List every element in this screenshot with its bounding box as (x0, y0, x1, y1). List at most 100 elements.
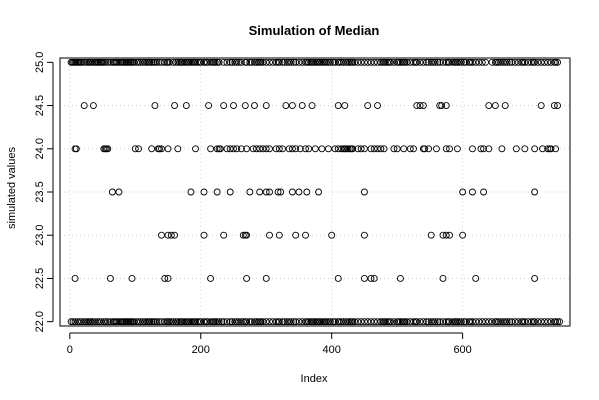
data-point (395, 58, 402, 66)
data-point (360, 188, 368, 196)
data-point (354, 318, 362, 326)
data-point (153, 318, 161, 326)
data-point (290, 58, 298, 66)
data-point (457, 58, 465, 66)
data-point (158, 58, 165, 66)
data-point (390, 145, 398, 153)
data-point (552, 318, 560, 326)
data-point (326, 318, 334, 326)
data-point (323, 58, 330, 66)
data-point (521, 58, 529, 66)
data-point (250, 102, 258, 109)
data-point (252, 145, 260, 153)
data-point (295, 58, 303, 66)
data-point (374, 318, 381, 326)
data-point (164, 231, 172, 239)
data-point (218, 318, 226, 326)
data-point (288, 188, 296, 196)
data-point (228, 58, 236, 66)
data-point (524, 58, 532, 66)
data-point (390, 58, 398, 66)
data-point (537, 102, 545, 109)
data-point (104, 145, 112, 153)
data-point (381, 58, 389, 66)
data-point (436, 102, 444, 109)
y-tick-label: 22.5 (34, 268, 46, 289)
data-point (139, 318, 147, 326)
data-point (148, 145, 156, 153)
data-point (248, 318, 256, 326)
data-point (506, 58, 514, 66)
data-point (220, 318, 228, 326)
data-point (511, 58, 519, 66)
data-point (211, 318, 219, 326)
data-point (527, 58, 535, 66)
data-point (292, 145, 300, 153)
data-point (292, 318, 300, 326)
data-point (380, 145, 388, 153)
data-point (89, 102, 97, 109)
data-point (552, 145, 560, 153)
data-point (521, 145, 529, 153)
data-point (499, 58, 507, 66)
data-point (436, 58, 444, 66)
data-point (531, 318, 539, 326)
data-point (131, 145, 139, 153)
data-point (226, 58, 234, 66)
data-point (207, 145, 215, 153)
data-point (315, 188, 323, 196)
data-point (442, 102, 450, 109)
y-tick-label: 22.0 (34, 311, 46, 332)
data-point (194, 58, 201, 66)
data-point (383, 58, 391, 66)
data-point (80, 58, 88, 66)
data-point (287, 318, 295, 326)
data-point (475, 58, 483, 66)
data-point (434, 318, 442, 326)
data-point (360, 318, 368, 326)
data-point (401, 318, 409, 326)
data-point (318, 318, 326, 326)
data-point (331, 145, 339, 153)
data-point (303, 318, 311, 326)
data-point (87, 58, 95, 66)
data-point (302, 231, 309, 239)
data-point (230, 102, 237, 109)
data-point (360, 275, 368, 282)
data-point (207, 318, 215, 326)
data-point (256, 145, 264, 153)
data-point (231, 318, 239, 326)
data-point (406, 318, 414, 326)
data-point (331, 318, 339, 326)
data-point (285, 58, 293, 66)
x-axis: 0 200 400 600 (67, 332, 472, 356)
data-point (158, 145, 165, 153)
data-point (497, 58, 505, 66)
data-point (239, 231, 247, 239)
data-point (442, 318, 450, 326)
data-point (200, 318, 208, 326)
data-point (185, 318, 193, 326)
data-point (416, 318, 424, 326)
data-point (527, 318, 535, 326)
data-point (100, 318, 108, 326)
grid-lines (60, 58, 570, 326)
data-point (295, 188, 303, 196)
data-point (485, 145, 493, 153)
data-point (174, 318, 182, 326)
data-point (453, 58, 461, 66)
data-point (316, 58, 324, 66)
data-points (67, 58, 563, 326)
data-point (374, 102, 381, 109)
data-point (305, 145, 313, 153)
data-point (329, 58, 337, 66)
data-point (338, 58, 345, 66)
data-point (262, 275, 270, 282)
data-point (100, 58, 108, 66)
data-point (213, 145, 221, 153)
data-point (342, 145, 350, 153)
data-point (279, 318, 287, 326)
data-point (288, 102, 296, 109)
data-point (302, 145, 309, 153)
data-point (281, 58, 289, 66)
